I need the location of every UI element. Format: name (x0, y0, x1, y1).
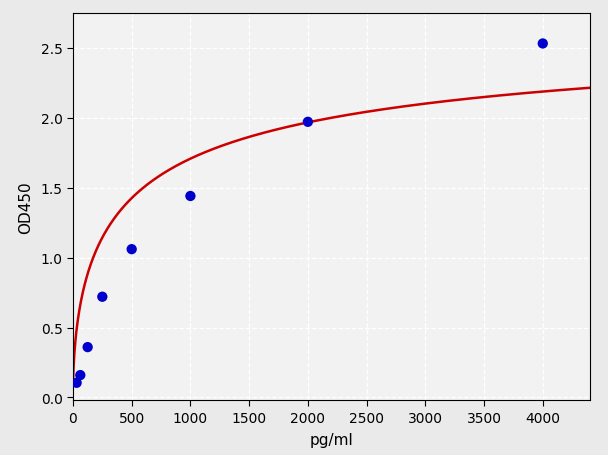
Point (127, 246, 137, 253)
Point (72, 379, 81, 387)
Point (185, 193, 195, 200)
Point (75, 372, 85, 379)
Point (83, 344, 92, 351)
Point (538, 41, 548, 48)
X-axis label: pg/ml: pg/ml (309, 432, 353, 447)
Y-axis label: OD450: OD450 (19, 181, 33, 233)
Point (97, 293, 107, 301)
Point (303, 119, 313, 126)
